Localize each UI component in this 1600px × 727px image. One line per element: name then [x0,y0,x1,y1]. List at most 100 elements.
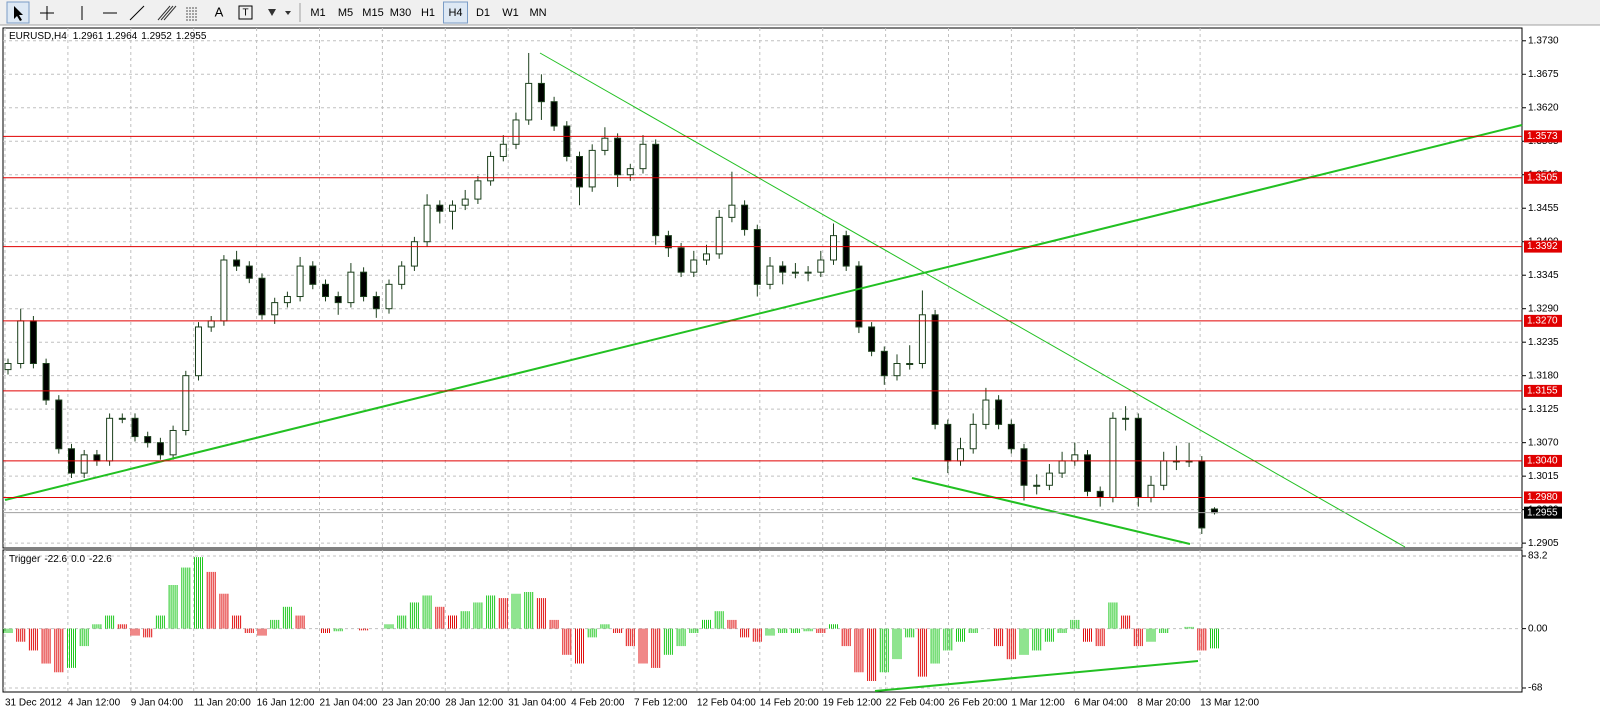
candle-body [753,229,761,285]
level-label: 1.2980 [1527,492,1558,503]
candle-body [1058,460,1066,474]
ohlc-value: 1.2961 [73,31,104,42]
candle-body [842,235,850,267]
time-label: 4 Jan 12:00 [68,698,121,709]
candle-body [182,375,190,431]
candle-body [4,363,12,371]
time-label: 6 Mar 04:00 [1074,698,1128,709]
timeframe-button[interactable]: M30 [390,7,411,19]
candle-body [106,417,114,462]
candle-body [1096,490,1104,498]
trend-line[interactable] [874,660,1199,692]
candle-body [360,271,368,298]
channel-icon[interactable] [157,5,177,21]
time-label: 4 Feb 20:00 [571,698,625,709]
candle-body [245,265,253,279]
symbol: EURUSD,H4 [9,31,67,42]
candle-body [880,350,888,377]
indicator-name: Trigger [9,554,41,565]
label-tool[interactable] [238,5,253,20]
y-tick-label: 1.3620 [1528,102,1559,113]
candle-body [944,423,952,462]
crosshair-icon[interactable] [40,6,54,20]
candle-body [893,363,901,377]
y-tick-label: 1.3070 [1528,437,1559,448]
candle-body [271,302,279,316]
candle-body [779,265,787,273]
y-tick-label: 1.3455 [1528,203,1559,214]
toolbar: A T M1 M5 M15 M30 H1 H4 D1 W1 MN [0,0,1600,26]
candle-body [233,259,241,267]
y-tick-label: 1.3015 [1528,471,1559,482]
timeframe-button[interactable]: H4 [448,7,462,19]
trendline-icon[interactable] [129,5,145,21]
label-tool-glyph: T [242,8,248,19]
indicator-header: Trigger -22.6 0.0 -22.6 [9,554,112,565]
candle-body [385,283,393,310]
candle-body [423,204,431,243]
candle-body [156,442,164,456]
arrows-tool[interactable] [268,9,291,16]
candle-body [918,314,926,365]
timeframe-button[interactable]: D1 [476,7,490,19]
candle-body [626,168,634,176]
candle-body [487,155,495,182]
candle-body [906,363,914,366]
y-tick-label: -68 [1528,683,1543,694]
candle-body [93,454,101,462]
candle-body [639,143,647,170]
candle-body [296,265,304,298]
candle-body [576,155,583,188]
candle-body [1122,417,1130,420]
y-tick-label: 0.00 [1528,623,1548,634]
y-tick-label: 1.3345 [1528,270,1559,281]
candle-body [499,143,507,157]
level-tag [1524,491,1562,504]
timeframe-button[interactable]: W1 [502,7,519,19]
candle-body [42,363,50,401]
candle-body [1198,460,1206,529]
candle-body [995,399,1003,425]
candle-body [449,204,456,212]
candle-body [703,253,710,261]
time-label: 16 Jan 12:00 [257,698,315,709]
timeframe-button[interactable]: M15 [362,7,383,19]
level-tag [1524,240,1562,253]
candle-body [728,204,736,218]
candle-body [652,143,660,237]
text-tool[interactable]: A [215,4,224,19]
timeframe-button[interactable]: M5 [338,7,353,19]
indicator-value: -22.6 [89,554,112,565]
candle-body [982,399,990,425]
indicator-frame [2,549,1523,693]
level-tag [1524,171,1562,184]
y-tick-label: 83.2 [1528,551,1548,562]
candle-body [690,259,698,273]
candle-body [804,271,812,274]
timeframe-button[interactable]: H1 [421,7,435,19]
candle-body [931,314,939,425]
timeframe-button[interactable]: M1 [310,7,325,19]
timeframe-button[interactable]: MN [529,7,546,19]
level-tag [1524,314,1562,327]
time-label: 8 Mar 20:00 [1137,698,1191,709]
candle-body [1211,508,1218,514]
candle-body [1045,472,1053,486]
y-tick-label: 1.3675 [1528,69,1559,80]
candle-body [131,417,139,438]
fibo-icon[interactable] [186,7,198,21]
candle-body [1007,423,1015,450]
candle-body [563,125,571,157]
candle-body [868,326,876,352]
ohlc-value: 1.2964 [107,31,138,42]
candle-body [258,277,266,316]
candle-body [969,423,977,450]
candle-body [1084,454,1091,492]
trend-line[interactable] [4,124,1523,501]
trend-line[interactable] [911,477,1191,545]
trend-line[interactable] [539,52,1406,548]
candle-body [80,454,88,474]
time-label: 26 Feb 20:00 [949,698,1008,709]
candle-body [830,235,837,261]
